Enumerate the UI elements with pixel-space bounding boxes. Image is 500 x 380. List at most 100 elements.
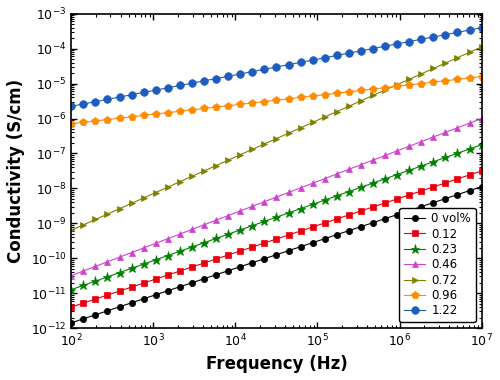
0.96 [322, 92, 328, 97]
0.72 [466, 50, 472, 55]
0.96 [80, 120, 86, 125]
0.12 [358, 209, 364, 213]
0.12 [442, 180, 448, 185]
0.72 [346, 104, 352, 109]
0.72 [430, 66, 436, 71]
0.46 [346, 167, 352, 172]
0 vol% [140, 296, 146, 301]
0.96 [310, 94, 316, 98]
0.23 [92, 279, 98, 283]
0.96 [128, 114, 134, 119]
0.46 [370, 158, 376, 162]
0.12 [201, 261, 207, 265]
1.22 [165, 86, 171, 90]
0.72 [274, 136, 280, 141]
0.12 [334, 217, 340, 221]
1.22 [201, 79, 207, 83]
1.22 [153, 88, 159, 92]
Line: 1.22: 1.22 [68, 24, 486, 110]
0.72 [201, 169, 207, 173]
0.23 [430, 160, 436, 164]
0.12 [346, 213, 352, 217]
0.96 [262, 99, 268, 104]
0.12 [286, 233, 292, 237]
0 vol% [92, 312, 98, 317]
0 vol% [116, 304, 122, 309]
1.22 [406, 39, 412, 44]
1.22 [274, 65, 280, 69]
0.23 [370, 181, 376, 185]
1.22 [250, 69, 256, 74]
0.72 [104, 212, 110, 216]
0.12 [140, 281, 146, 285]
0.23 [334, 193, 340, 198]
1.22 [80, 102, 86, 106]
1.22 [298, 60, 304, 65]
0.96 [274, 98, 280, 103]
0.72 [478, 44, 484, 49]
0.72 [213, 163, 219, 168]
1.22 [213, 76, 219, 81]
0.72 [68, 228, 74, 233]
0 vol% [153, 293, 159, 297]
1.22 [128, 92, 134, 97]
0 vol% [237, 264, 243, 269]
0.96 [406, 82, 412, 87]
0 vol% [201, 277, 207, 281]
1.22 [104, 97, 110, 101]
0.23 [358, 185, 364, 190]
0 vol% [250, 260, 256, 265]
0.12 [382, 201, 388, 205]
0.46 [478, 116, 484, 121]
0.23 [177, 249, 183, 253]
0.12 [310, 225, 316, 229]
0.46 [418, 139, 424, 144]
1.22 [189, 81, 195, 86]
0.72 [418, 71, 424, 76]
0.12 [153, 277, 159, 281]
0.23 [310, 202, 316, 207]
0.96 [430, 80, 436, 84]
0.46 [442, 130, 448, 135]
0.12 [225, 253, 231, 257]
1.22 [370, 46, 376, 51]
1.22 [225, 74, 231, 79]
X-axis label: Frequency (Hz): Frequency (Hz) [206, 355, 348, 373]
Line: 0.23: 0.23 [67, 140, 486, 294]
0.96 [68, 122, 74, 126]
0.23 [322, 198, 328, 203]
0 vol% [358, 224, 364, 229]
0.46 [466, 121, 472, 125]
0.12 [177, 269, 183, 273]
0.12 [406, 193, 412, 197]
1.22 [92, 100, 98, 104]
0.46 [104, 260, 110, 264]
1.22 [310, 58, 316, 62]
0 vol% [310, 241, 316, 245]
0.23 [116, 270, 122, 275]
0.96 [442, 79, 448, 83]
0.46 [406, 144, 412, 149]
0.46 [189, 227, 195, 232]
1.22 [262, 67, 268, 71]
0.72 [382, 88, 388, 92]
0.72 [394, 82, 400, 87]
0.46 [262, 200, 268, 204]
0.46 [334, 172, 340, 176]
0 vol% [262, 256, 268, 261]
0.96 [394, 84, 400, 89]
1.22 [478, 25, 484, 30]
0.12 [250, 245, 256, 249]
0.12 [274, 237, 280, 241]
0.46 [80, 269, 86, 273]
Legend: 0 vol%, 0.12, 0.23, 0.46, 0.72, 0.96, 1.22: 0 vol%, 0.12, 0.23, 0.46, 0.72, 0.96, 1.… [400, 207, 475, 322]
Line: 0.46: 0.46 [68, 115, 485, 279]
0 vol% [346, 228, 352, 233]
0.46 [382, 153, 388, 158]
0.46 [250, 204, 256, 209]
0.12 [213, 257, 219, 261]
Line: 0.12: 0.12 [68, 168, 484, 310]
0.96 [298, 95, 304, 100]
0.72 [153, 190, 159, 195]
0.96 [382, 86, 388, 90]
